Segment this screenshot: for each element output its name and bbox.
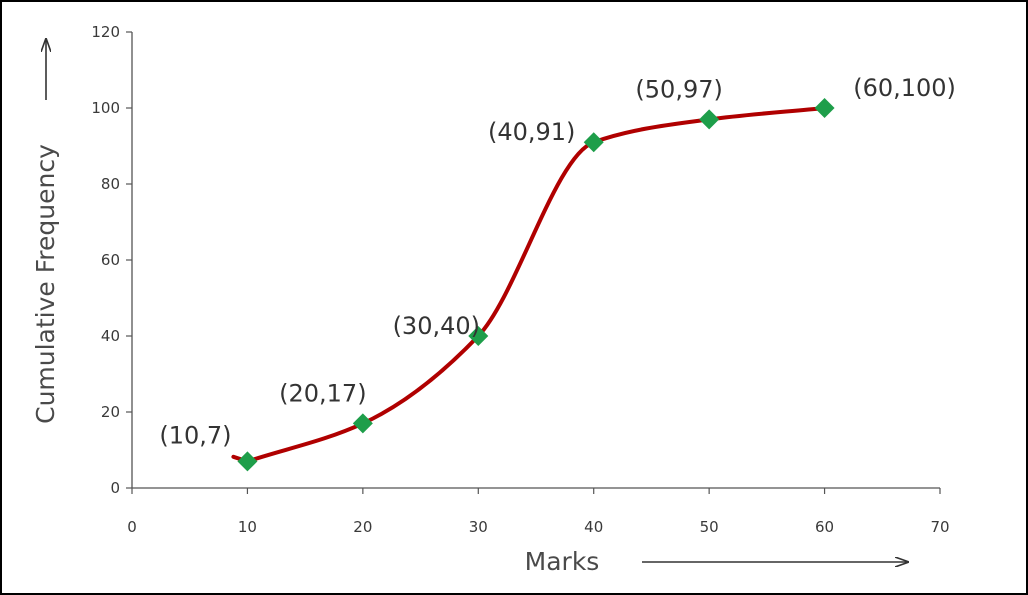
data-point-marker — [468, 326, 489, 346]
data-point-label: (40,91) — [488, 118, 575, 146]
data-point-label: (50,97) — [635, 75, 722, 103]
y-tick-label: 80 — [101, 175, 120, 193]
y-tick-label: 20 — [101, 403, 120, 421]
x-tick-label: 20 — [353, 518, 372, 536]
ogive-curve — [231, 106, 827, 464]
x-tick-label: 60 — [815, 518, 834, 536]
y-tick-label: 40 — [101, 327, 120, 345]
data-point-marker — [583, 132, 604, 153]
y-tick-label: 100 — [91, 99, 120, 117]
data-point-label: (20,17) — [279, 379, 366, 407]
data-point-label: (10,7) — [159, 421, 231, 449]
data-point-marker — [352, 413, 373, 434]
x-tick-label: 0 — [127, 518, 137, 536]
data-point-marker — [814, 98, 835, 118]
data-point-marker — [237, 451, 258, 472]
x-tick-label: 40 — [584, 518, 603, 536]
x-tick-label: 30 — [469, 518, 488, 536]
x-tick-label: 70 — [930, 518, 949, 536]
data-point-label: (60,100) — [853, 74, 956, 102]
x-axis-title: Marks — [525, 547, 600, 576]
data-point-marker — [699, 109, 720, 130]
y-tick-label: 120 — [91, 23, 120, 41]
x-tick-label: 10 — [238, 518, 257, 536]
data-point-label: (30,40) — [393, 312, 480, 340]
y-axis-title: Cumulative Frequency — [31, 144, 60, 424]
y-tick-label: 60 — [101, 251, 120, 269]
y-tick-label: 0 — [110, 479, 120, 497]
x-tick-label: 50 — [700, 518, 719, 536]
